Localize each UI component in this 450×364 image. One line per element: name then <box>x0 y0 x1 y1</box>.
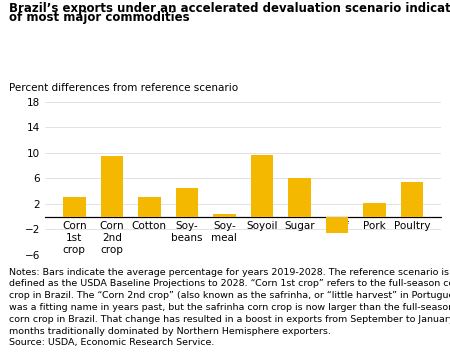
Bar <box>100 156 123 217</box>
Text: Percent differences from reference scenario: Percent differences from reference scena… <box>9 83 238 93</box>
Bar <box>400 182 423 217</box>
Text: Brazil’s exports under an accelerated devaluation scenario indicate increasing e: Brazil’s exports under an accelerated de… <box>9 2 450 15</box>
Bar <box>363 202 386 217</box>
Bar <box>138 197 161 217</box>
Bar <box>176 188 198 217</box>
Bar <box>213 214 235 217</box>
Text: Notes: Bars indicate the average percentage for years 2019-2028. The reference s: Notes: Bars indicate the average percent… <box>9 268 450 347</box>
Text: of most major commodities: of most major commodities <box>9 11 189 24</box>
Bar <box>325 217 348 233</box>
Bar <box>63 197 86 217</box>
Bar <box>288 178 310 217</box>
Bar <box>251 155 273 217</box>
